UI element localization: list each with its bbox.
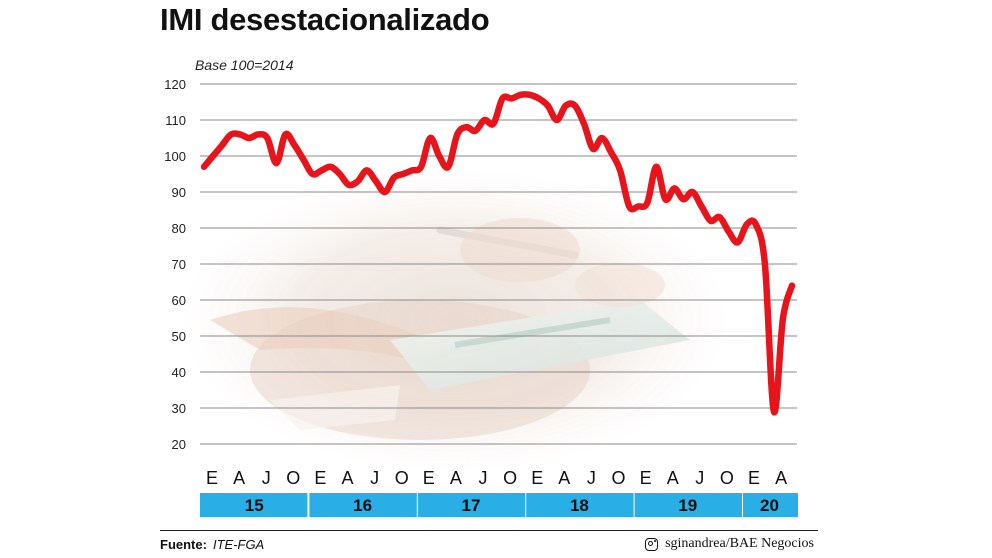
y-tick-label: 90	[172, 185, 186, 200]
line-chart: Base 100=2014 2030405060708090100110120 …	[164, 57, 798, 517]
y-tick-label: 120	[164, 77, 186, 92]
x-tick-label: O	[395, 468, 409, 488]
y-tick-label: 110	[165, 113, 186, 128]
x-tick-label: E	[314, 468, 326, 488]
x-tick-label: E	[423, 468, 435, 488]
credit-text: sginandrea/BAE Negocios	[665, 536, 814, 551]
year-band-segment	[634, 493, 742, 517]
x-tick-label: O	[286, 468, 300, 488]
year-band: 15 16 17 18 19 20	[200, 493, 798, 517]
x-tick-label: J	[695, 468, 704, 488]
year-label: 17	[462, 496, 481, 515]
y-tick-label: 30	[172, 401, 186, 416]
year-band-segment	[526, 493, 634, 517]
source-value: ITE-FGA	[212, 537, 265, 552]
x-tick-label: A	[233, 468, 245, 488]
x-tick-label: O	[611, 468, 625, 488]
source-note: Fuente: ITE-FGA	[160, 537, 264, 552]
chart-subtitle: Base 100=2014	[195, 57, 294, 73]
source-label: Fuente:	[160, 537, 207, 552]
y-tick-label: 20	[172, 437, 186, 452]
x-tick-label: O	[720, 468, 734, 488]
y-tick-label: 60	[172, 293, 186, 308]
y-tick-label: 100	[164, 149, 186, 164]
x-tick-label: E	[640, 468, 652, 488]
x-tick-label: E	[748, 468, 760, 488]
x-tick-label: J	[370, 468, 379, 488]
y-tick-label: 40	[172, 365, 186, 380]
chart-title: IMI desestacionalizado	[160, 2, 490, 37]
footer-divider	[160, 530, 818, 531]
x-tick-label: O	[503, 468, 517, 488]
year-label: 20	[760, 496, 779, 515]
y-tick-label: 80	[172, 221, 186, 236]
imi-series-line	[200, 91, 796, 416]
series-line	[200, 91, 796, 416]
year-band-segment	[743, 493, 798, 517]
x-tick-label: A	[558, 468, 570, 488]
gridlines	[200, 83, 797, 445]
x-tick-label: A	[667, 468, 679, 488]
year-label: 15	[245, 496, 264, 515]
background-photo	[185, 170, 725, 470]
y-tick-label: 50	[172, 329, 186, 344]
year-label: 16	[353, 496, 372, 515]
x-tick-label: J	[479, 468, 488, 488]
year-label: 18	[570, 496, 589, 515]
year-label: 19	[678, 496, 697, 515]
x-tick-label: A	[450, 468, 462, 488]
credit: sginandrea/BAE Negocios	[645, 536, 814, 552]
year-band-segment	[309, 493, 417, 517]
x-tick-label: E	[531, 468, 543, 488]
instagram-icon	[645, 537, 659, 551]
x-tick-label: J	[587, 468, 596, 488]
year-band-segment	[200, 493, 308, 517]
y-tick-label: 70	[172, 257, 186, 272]
year-band-segment	[417, 493, 526, 517]
y-axis-tick-labels: 20 30 40 50 60 70 80 90 100 110 120	[164, 77, 186, 452]
x-tick-label: E	[206, 468, 218, 488]
x-tick-label: A	[775, 468, 787, 488]
x-tick-label: J	[262, 468, 271, 488]
x-tick-label: A	[341, 468, 353, 488]
